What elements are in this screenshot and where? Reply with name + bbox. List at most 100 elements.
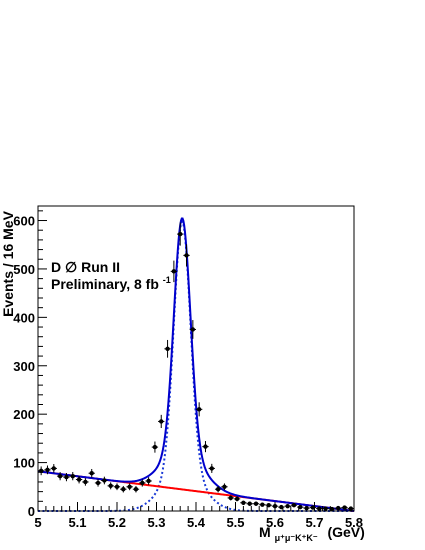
x-tick-label: 5.4: [187, 515, 206, 530]
data-marker: [247, 501, 252, 506]
status-superscript: -1: [163, 275, 171, 285]
data-point: [189, 320, 196, 339]
data-marker: [241, 500, 246, 505]
data-point: [126, 483, 133, 491]
data-point: [63, 472, 70, 482]
axis-tick-labels: 5 5.1 5.2 5.3 5.4 5.5 5.6 5.7 5.8 0 100 200 300 400 50…: [13, 214, 363, 530]
data-point: [202, 441, 209, 453]
data-marker: [203, 444, 208, 449]
x-tick-label: 5.8: [345, 515, 363, 530]
data-marker: [178, 231, 183, 237]
data-point: [290, 502, 298, 508]
data-point: [284, 503, 291, 509]
data-point: [75, 475, 83, 484]
data-point: [170, 260, 178, 283]
data-point: [214, 485, 222, 493]
x-tick-label: 5: [34, 515, 41, 530]
data-marker: [253, 501, 259, 506]
data-point: [227, 495, 234, 501]
data-marker: [108, 483, 113, 489]
data-point: [145, 477, 152, 485]
data-marker: [152, 444, 158, 450]
data-point: [151, 441, 159, 453]
x-axis-title: M μ⁺μ⁻K⁺K⁻ (GeV): [259, 524, 365, 544]
data-point: [132, 485, 140, 493]
y-tick-label: 200: [13, 407, 35, 422]
data-point: [69, 472, 76, 481]
x-tick-label: 5.5: [226, 515, 244, 530]
x-tick-label: 5.6: [266, 515, 284, 530]
total-fit-curve: [37, 217, 355, 512]
data-marker: [285, 503, 290, 509]
data-marker: [114, 484, 120, 489]
data-marker: [70, 473, 75, 479]
data-marker: [234, 496, 240, 502]
y-tick-label: 100: [13, 456, 35, 471]
data-marker: [57, 473, 63, 479]
data-marker: [317, 506, 322, 511]
data-point: [240, 500, 247, 505]
data-marker: [184, 253, 189, 258]
x-axis-title-subscript: μ⁺μ⁻K⁺K⁻: [275, 533, 318, 543]
data-marker: [76, 477, 82, 482]
y-tick-label: 300: [13, 359, 35, 374]
data-marker: [45, 467, 50, 473]
data-point: [44, 465, 51, 475]
data-point: [113, 483, 121, 491]
data-point: [139, 479, 146, 487]
data-marker: [127, 484, 132, 489]
data-marker: [260, 502, 265, 507]
data-point: [233, 496, 241, 502]
data-point: [208, 463, 215, 473]
data-marker: [165, 346, 170, 352]
data-marker: [228, 495, 233, 501]
y-tick-label: 500: [13, 262, 35, 277]
experiment-symbol: ∅: [65, 259, 77, 275]
data-marker: [140, 480, 145, 486]
data-marker: [133, 487, 139, 492]
data-marker: [323, 506, 328, 511]
data-marker: [51, 466, 56, 471]
data-marker: [102, 478, 107, 483]
data-point: [259, 502, 266, 507]
data-marker: [196, 407, 202, 412]
experiment-suffix: Run II: [81, 259, 120, 275]
x-axis-title-unit: (GeV): [327, 524, 364, 540]
data-point: [50, 464, 57, 473]
x-axis-title-main: M: [259, 524, 271, 540]
data-marker: [159, 419, 164, 424]
x-tick-label: 5.7: [305, 515, 323, 530]
y-tick-label: 600: [13, 214, 35, 229]
data-marker: [215, 487, 221, 492]
axis-ticks: [37, 210, 355, 512]
data-point: [246, 501, 253, 506]
data-point: [56, 472, 64, 481]
data-marker: [171, 269, 177, 274]
data-point: [322, 506, 329, 511]
data-point: [183, 244, 190, 267]
data-marker: [146, 478, 151, 484]
y-tick-label: 0: [28, 504, 35, 519]
data-marker: [190, 327, 196, 332]
data-marker: [209, 466, 214, 471]
data-marker: [64, 474, 69, 480]
data-points: [38, 222, 354, 512]
data-marker: [348, 506, 354, 511]
data-point: [164, 339, 171, 358]
data-point: [88, 468, 95, 478]
x-tick-label: 5.1: [68, 515, 86, 530]
experiment-prefix: D: [51, 259, 61, 275]
data-marker: [291, 502, 297, 508]
data-point: [177, 222, 184, 246]
data-marker: [222, 484, 227, 489]
data-point: [316, 506, 323, 511]
y-axis-title: Events / 16 MeV: [0, 210, 16, 316]
luminosity-label: Preliminary, 8 fb -1: [51, 275, 171, 292]
status-text: Preliminary, 8 fb: [51, 276, 159, 292]
data-marker: [95, 480, 101, 486]
data-point: [347, 506, 354, 511]
data-point: [158, 414, 165, 429]
data-point: [196, 402, 203, 417]
data-point: [107, 482, 114, 490]
